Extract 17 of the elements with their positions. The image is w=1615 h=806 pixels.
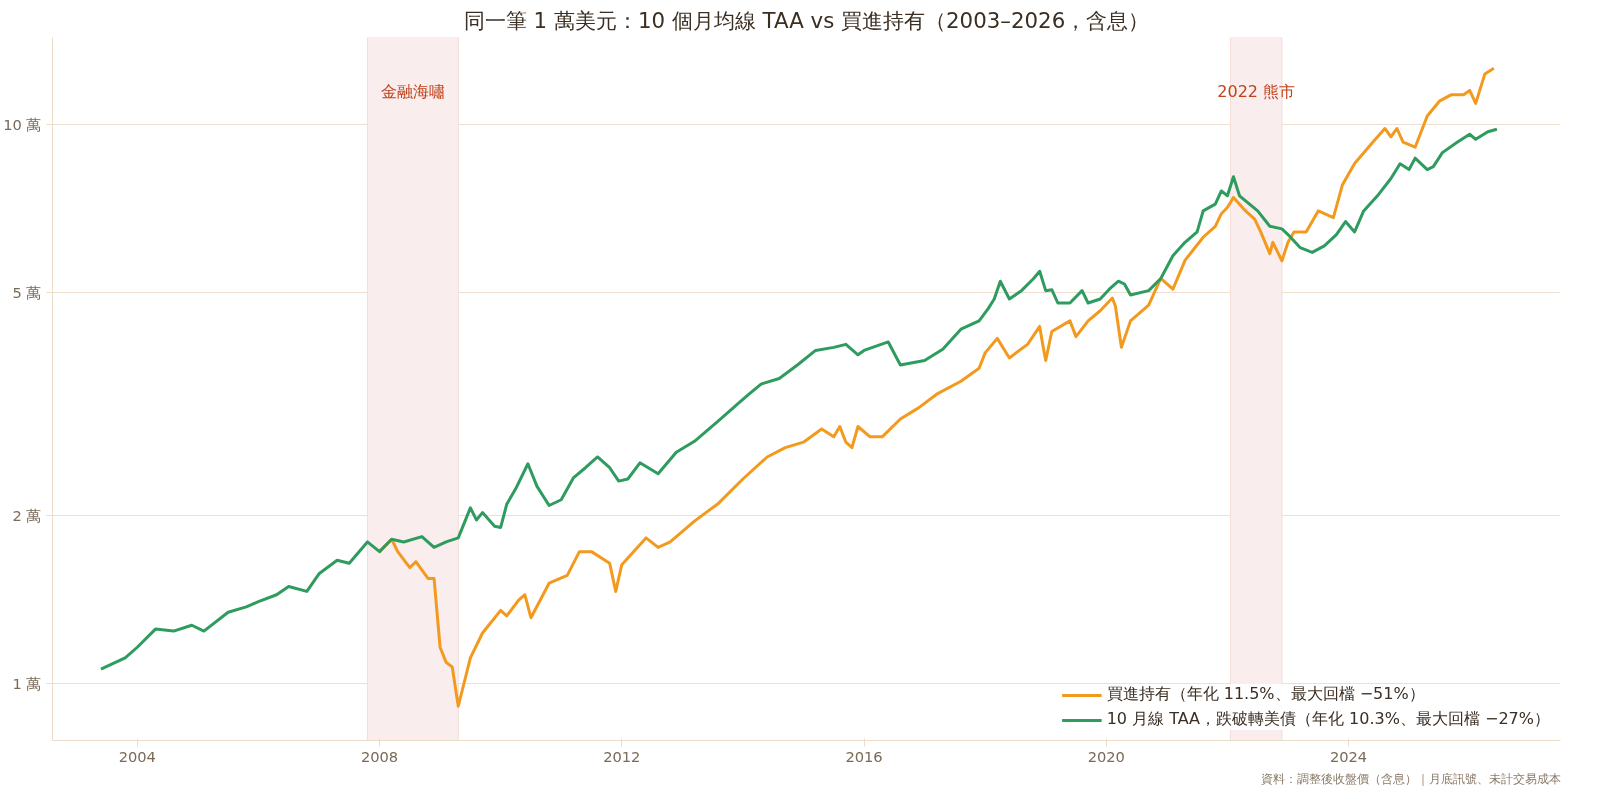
x-tick-label: 2024 [1329,747,1368,765]
y-tick-label: 5 萬 [12,284,42,302]
legend-label: 10 月線 TAA，跌破轉美債（年化 10.3%、最大回檔 −27%） [1106,709,1550,730]
line-series [99,127,1499,671]
chart-title: 同一筆 1 萬美元：10 個月均線 TAA vs 買進持有（2003–2026，含息） [463,7,1150,33]
text: 資料：調整後收盤價（含息）｜月底訊號、未計交易成本 [1260,771,1561,786]
y-tick-label: 10 萬 [3,115,42,133]
x-tick-label: 2016 [845,747,883,765]
legend-label: 買進持有（年化 11.5%、最大回檔 −51%） [1106,684,1425,705]
band-label: 2022 熊市 [1217,81,1296,101]
x-tick-label: 2004 [118,747,156,765]
band-label: 金融海嘯 [380,81,445,101]
y-tick-label: 2 萬 [12,506,42,524]
x-tick-label: 2012 [603,747,641,765]
x-tick-label: 2020 [1087,747,1125,765]
y-tick-label: 1 萬 [12,674,42,692]
x-tick-label: 2008 [360,747,399,765]
